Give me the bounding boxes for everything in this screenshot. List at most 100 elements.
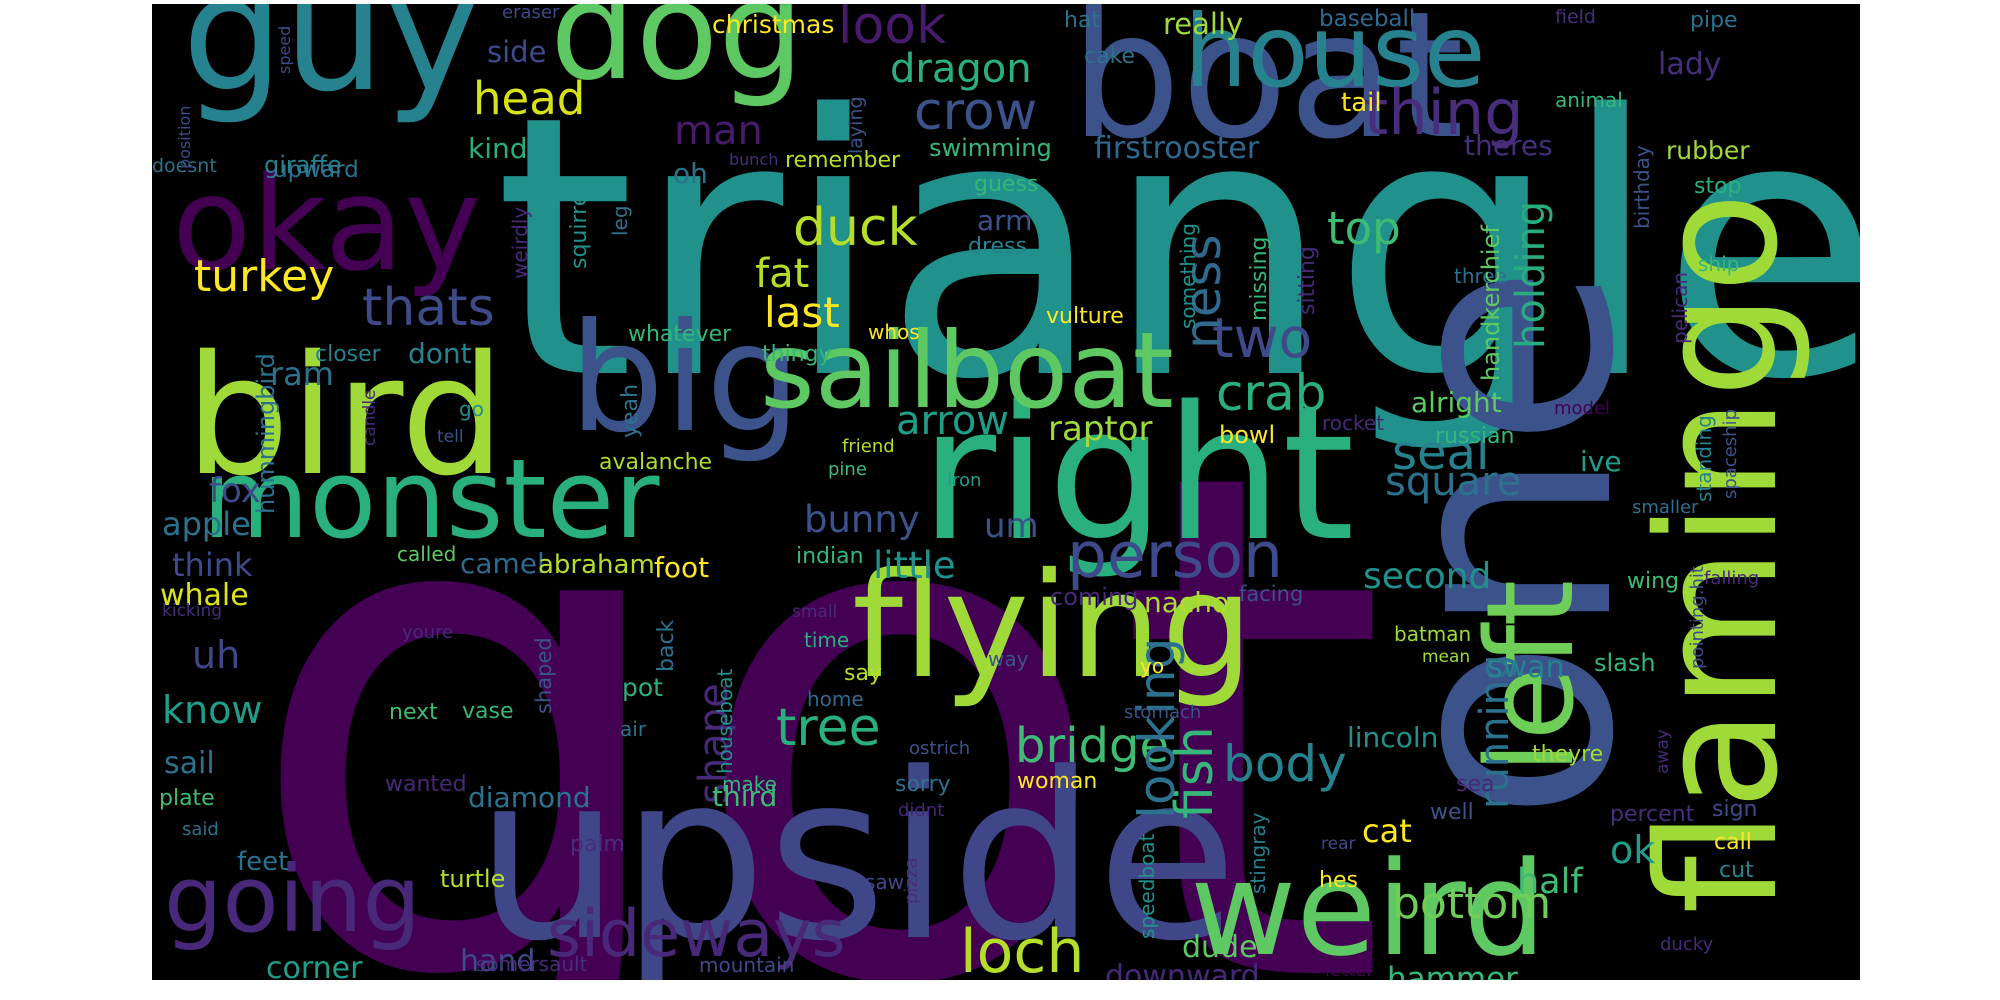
- cloud-word: fox: [209, 471, 261, 511]
- cloud-word: russian: [1435, 424, 1515, 449]
- cloud-word: cat: [1362, 812, 1412, 850]
- cloud-word: sign: [1712, 797, 1758, 822]
- cloud-word: mean: [1422, 647, 1471, 667]
- cloud-word: pointing.hit: [1687, 566, 1708, 669]
- cloud-word: sea: [1456, 772, 1495, 797]
- cloud-word: palm: [570, 832, 625, 857]
- cloud-word: hand: [460, 944, 536, 979]
- cloud-word: hummingbird: [252, 353, 280, 514]
- cloud-word: dude: [1182, 930, 1258, 965]
- cloud-word: hes: [1319, 868, 1358, 893]
- cloud-word: person: [1067, 519, 1283, 592]
- cloud-word: iron: [947, 470, 982, 491]
- cloud-word: bottom: [1392, 878, 1552, 929]
- cloud-word: corner: [266, 951, 363, 981]
- cloud-word: half: [1517, 862, 1583, 902]
- cloud-word: top: [1327, 202, 1401, 255]
- cloud-word: abraham: [538, 550, 655, 580]
- cloud-word: facing: [1239, 582, 1304, 606]
- cloud-word: downward: [1105, 959, 1260, 981]
- cloud-word: ok: [1610, 828, 1656, 872]
- cloud-word: position: [175, 105, 194, 169]
- cloud-word: birthday: [1630, 145, 1654, 229]
- cloud-word: raptor: [1048, 409, 1153, 449]
- cloud-word: guess: [974, 172, 1039, 197]
- cloud-word: uh: [192, 633, 241, 677]
- cloud-word: tree: [776, 698, 881, 758]
- cloud-word: didnt: [898, 800, 945, 821]
- cloud-word: youre: [402, 622, 454, 643]
- cloud-word: side: [487, 35, 547, 69]
- cloud-word: stingray: [1246, 812, 1270, 894]
- cloud-word: -: [1392, 4, 1414, 14]
- cloud-word: speed: [275, 25, 294, 74]
- cloud-word: remember: [785, 148, 901, 173]
- cloud-word: house: [1184, 4, 1486, 110]
- cloud-word: bridge: [1015, 718, 1170, 774]
- cloud-word: okay: [172, 148, 482, 300]
- cloud-word: wing: [1627, 569, 1680, 594]
- cloud-word: ive: [1580, 445, 1622, 478]
- cloud-word: triangle: [494, 39, 1860, 458]
- cloud-word: falling: [1704, 568, 1760, 589]
- cloud-word: camel: [460, 547, 545, 580]
- cloud-word: alright: [1411, 386, 1502, 419]
- cloud-word: make: [722, 772, 777, 796]
- cloud-word: giraffe: [264, 151, 342, 179]
- cloud-word: mountain: [699, 953, 795, 977]
- word-cloud: got triangle one upside boat right flamingo bir…: [152, 4, 1860, 980]
- cloud-word: fat: [755, 251, 810, 297]
- cloud-word: percent: [1610, 802, 1695, 827]
- cloud-word: said: [182, 819, 219, 840]
- cloud-word: really: [1163, 7, 1244, 41]
- cloud-word: bowl: [1219, 421, 1276, 449]
- cloud-word: call: [1714, 830, 1752, 855]
- cloud-word: big: [569, 292, 802, 466]
- cloud-word: turkey: [194, 251, 335, 302]
- cloud-word: speedboat: [1135, 833, 1159, 939]
- cloud-word: thing: [1364, 76, 1524, 149]
- cloud-word: feet: [237, 847, 289, 877]
- cloud-word: -: [430, 4, 452, 14]
- cloud-word: flying: [852, 542, 1254, 711]
- cloud-word: back: [654, 619, 679, 672]
- cloud-word: holding: [1508, 200, 1554, 349]
- cloud-word: away: [1653, 729, 1673, 774]
- cloud-word: air: [620, 717, 647, 741]
- cloud-word: know: [162, 688, 263, 732]
- cloud-word: well: [1430, 800, 1474, 825]
- cloud-word: thingy: [762, 342, 832, 367]
- cloud-word: saw: [865, 870, 905, 894]
- cloud-word: somersault: [476, 952, 588, 976]
- cloud-word: model: [1554, 398, 1611, 419]
- cloud-word: dragon: [890, 46, 1032, 92]
- cloud-word: small: [792, 602, 838, 622]
- cloud-word: rocket: [1322, 411, 1385, 435]
- cloud-word: called: [397, 542, 457, 566]
- cloud-word: woman: [1017, 769, 1098, 794]
- cloud-word: dont: [408, 337, 472, 370]
- cloud-word: swan: [1487, 650, 1565, 685]
- cloud-word: rear: [1321, 834, 1356, 854]
- cloud-word: crab: [1216, 364, 1327, 422]
- cloud-word: pine: [828, 459, 867, 480]
- cloud-word: standing: [1692, 415, 1716, 502]
- cloud-word: guy: [182, 4, 480, 127]
- cloud-word: theyre: [1532, 742, 1604, 767]
- cloud-word: weird: [1190, 833, 1547, 980]
- cloud-word: doesnt: [152, 155, 217, 177]
- cloud-word: time: [804, 628, 850, 652]
- cloud-word: whale: [160, 578, 249, 613]
- cloud-word: missing: [1247, 236, 1272, 322]
- cloud-word: bird: [185, 320, 506, 512]
- cloud-word: leg: [608, 205, 632, 236]
- cloud-word: ship: [1698, 252, 1740, 276]
- cloud-word: sailboat: [760, 310, 1174, 432]
- cloud-word: hammer: [1387, 961, 1518, 981]
- cloud-word: rubber: [1666, 136, 1750, 165]
- cloud-word: vulture: [1046, 304, 1124, 329]
- cloud-word: going: [164, 846, 421, 953]
- cloud-word: whos: [868, 320, 920, 344]
- cloud-word: weirdly: [508, 206, 532, 279]
- cloud-word: upside: [475, 725, 1238, 980]
